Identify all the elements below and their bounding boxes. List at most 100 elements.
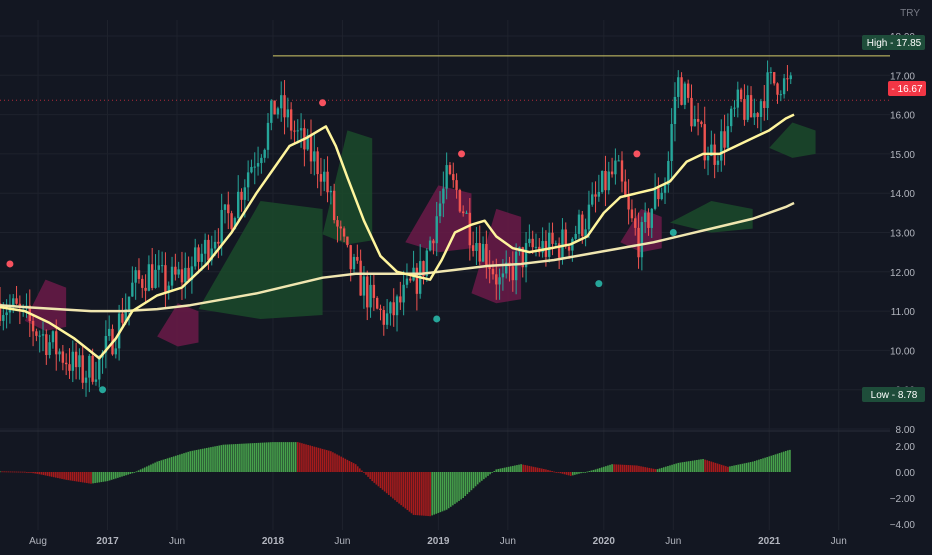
low-badge: Low - 8.78 <box>862 387 925 402</box>
histogram-bar <box>146 466 148 472</box>
candle-body <box>2 315 5 321</box>
histogram-bar <box>261 442 264 472</box>
histogram-bar <box>69 472 72 481</box>
candle <box>306 128 309 151</box>
candle-body <box>673 96 677 125</box>
candle <box>180 251 184 300</box>
histogram-bar <box>272 442 274 472</box>
candle <box>548 222 551 263</box>
candle <box>289 102 293 140</box>
histogram-bar <box>629 465 632 472</box>
candle-body <box>283 95 286 118</box>
histogram-bar <box>67 472 70 481</box>
candle <box>326 156 329 203</box>
candle <box>779 90 783 102</box>
histogram-bar <box>63 472 65 480</box>
histogram-bar <box>530 466 533 472</box>
histogram-bar <box>92 472 94 484</box>
candle <box>776 82 779 104</box>
candle-body <box>332 190 336 221</box>
histogram-bar <box>383 472 386 492</box>
histogram-bar <box>309 445 311 472</box>
histogram-bar <box>526 465 529 472</box>
candle-body <box>382 310 385 325</box>
candle <box>604 155 607 207</box>
candle-body <box>213 241 217 249</box>
candle <box>336 216 339 243</box>
histogram-bar <box>609 464 611 472</box>
candle-body <box>485 243 488 266</box>
histogram-bar <box>224 444 227 472</box>
candle-body <box>461 211 465 214</box>
candle-body <box>91 355 94 382</box>
histogram-bar <box>427 472 429 517</box>
histogram-bar <box>662 467 665 472</box>
candle-body <box>68 364 71 371</box>
histogram-bar <box>454 472 456 504</box>
histogram-bar <box>201 448 204 472</box>
candle-body <box>753 113 756 118</box>
histogram-bar <box>499 468 502 472</box>
candle <box>392 288 395 327</box>
candle-body <box>766 72 769 108</box>
histogram-bar <box>505 467 508 472</box>
candle-body <box>481 243 485 262</box>
candle-body <box>207 239 210 261</box>
time-axis[interactable]: Aug 2017 Jun 2018 Jun 2019 Jun 2020 Jun 2021 Jun <box>29 536 847 547</box>
candle-body <box>237 191 240 219</box>
histogram-bar <box>179 454 181 472</box>
histogram-bar <box>203 448 206 472</box>
candle <box>48 334 51 359</box>
candle-body <box>647 212 650 228</box>
candle-body <box>541 241 544 253</box>
time-tick-label: Jun <box>831 536 847 547</box>
histogram-bar <box>274 442 276 472</box>
candle <box>223 204 227 224</box>
histogram-bar <box>34 472 36 474</box>
candle-body <box>98 357 101 380</box>
candle <box>716 155 720 173</box>
histogram-bar <box>253 443 256 472</box>
candle-body <box>660 192 663 200</box>
histogram-bar <box>284 442 287 472</box>
candle-body <box>759 101 763 117</box>
histogram-bar <box>762 458 764 472</box>
candle-body <box>710 144 713 156</box>
histogram-bar <box>24 471 26 473</box>
candle-body <box>190 266 194 281</box>
histogram-bar <box>344 458 347 472</box>
histogram-bar <box>327 450 330 472</box>
histogram-bar <box>83 472 86 483</box>
candle-body <box>134 270 137 283</box>
candle-body <box>789 75 792 80</box>
histogram-bar <box>148 465 150 472</box>
candle-body <box>154 269 157 288</box>
histogram-bar <box>749 462 752 472</box>
histogram-bar <box>71 472 74 481</box>
candle <box>246 160 250 202</box>
histogram-bar <box>789 449 791 472</box>
candle <box>630 199 634 223</box>
histogram-bar <box>44 472 47 476</box>
candle-body <box>220 209 223 244</box>
candle <box>263 148 266 163</box>
histogram-bar <box>671 464 673 472</box>
candle <box>521 246 524 278</box>
candle-body <box>521 247 524 268</box>
candle <box>296 119 299 144</box>
histogram-bar <box>210 447 212 472</box>
candle-body <box>468 212 472 246</box>
histogram-bar <box>402 472 405 507</box>
histogram-bar <box>766 457 768 472</box>
histogram-bar <box>582 472 584 473</box>
histogram-bar <box>691 460 694 472</box>
candle <box>475 226 478 266</box>
time-tick-label: Jun <box>665 536 681 547</box>
histogram-bar <box>371 472 374 482</box>
candle <box>283 80 286 135</box>
time-tick-label: Jun <box>500 536 516 547</box>
histogram-bar <box>102 472 105 482</box>
histogram-bar <box>631 465 634 472</box>
